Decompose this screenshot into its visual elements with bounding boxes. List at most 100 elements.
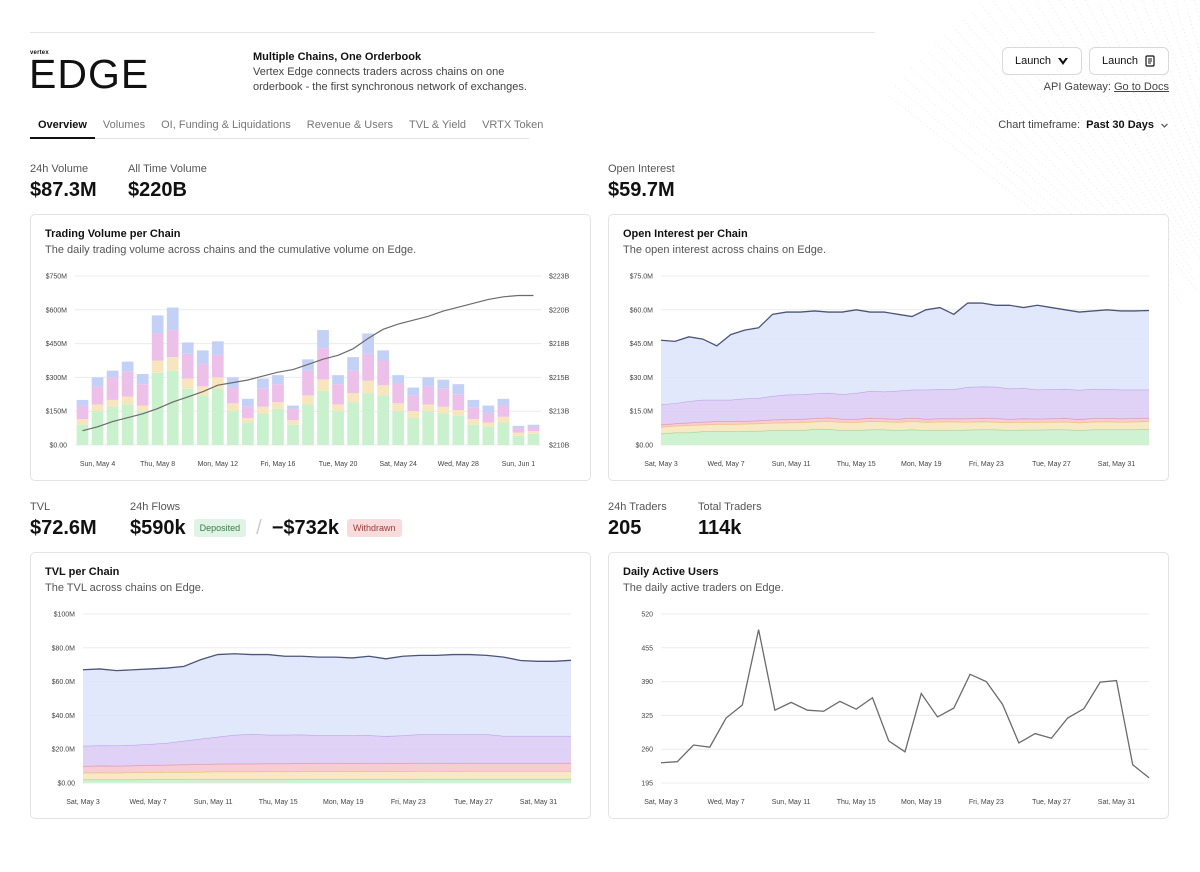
volume-bar-segment (392, 411, 405, 445)
y-tick-label: $0.00 (49, 443, 67, 450)
volume-bar-segment (211, 377, 224, 389)
api-label: API Gateway: (1043, 81, 1111, 93)
decoration-line (1141, 0, 1200, 149)
withdrawn-badge: Withdrawn (347, 519, 402, 537)
tab-tvl-yield[interactable]: TVL & Yield (408, 119, 467, 131)
x-tick-label: Sat, May 31 (1098, 799, 1135, 806)
x-tick-label: Sun, May 11 (194, 799, 233, 806)
y-tick-label: 455 (641, 645, 653, 652)
flows-separator: / (256, 516, 262, 539)
volume-bar-segment (76, 424, 89, 445)
volume-bar-segment (317, 330, 329, 349)
stat-24h-volume: 24h Volume $87.3M (30, 163, 97, 202)
oi-chart[interactable]: $0.00 $15.0M $30.0M $45.0M $60.0M $75.0M Sat, … (609, 215, 1170, 482)
x-tick-label: Sun, May 4 (80, 461, 116, 468)
volume-bar-segment (136, 374, 149, 385)
volume-chart-card: $0.00 $210B $150M $213B $300M $215B $450M $218B… (30, 214, 591, 481)
y-tick-label: $30.0M (630, 375, 654, 382)
volume-bar-segment (181, 342, 194, 354)
chevron-down-icon (1161, 123, 1168, 128)
y-tick-label: $60.0M (630, 307, 654, 314)
volume-bar-segment (527, 426, 540, 432)
y-tick-label: $600M (46, 307, 68, 314)
volume-bar-segment (211, 341, 224, 355)
volume-bar-segment (91, 404, 104, 412)
volume-bar-segment (377, 385, 390, 396)
volume-bar-segment (121, 396, 134, 405)
x-tick-label: Sat, May 3 (644, 799, 678, 806)
volume-bar-segment (332, 384, 344, 405)
volume-bar-segment (392, 383, 405, 404)
x-tick-label: Fri, May 23 (391, 799, 426, 806)
volume-bar-segment (497, 405, 510, 417)
stat-tvl: TVL $72.6M (30, 501, 97, 540)
volume-bar-segment (452, 415, 465, 445)
dau-line (660, 629, 1150, 779)
edge-logo: vertex EDGE (29, 50, 148, 96)
y-tick-label: $15.0M (630, 409, 654, 416)
tab-overview[interactable]: Overview (30, 114, 95, 139)
oi-chart-card: $0.00 $15.0M $30.0M $45.0M $60.0M $75.0M Sat, … (608, 214, 1169, 481)
volume-bar-segment (121, 404, 134, 445)
x-tick-label: Sat, May 31 (520, 799, 557, 806)
x-tick-label: Sat, May 24 (380, 461, 417, 468)
launch-blitz-button[interactable]: Launch (1089, 47, 1169, 75)
area-layer (83, 771, 571, 780)
deposited-value: $590k (130, 517, 186, 539)
tab-vrtx-token[interactable]: VRTX Token (482, 119, 544, 131)
stat-label: TVL (30, 501, 51, 513)
y-right-tick-label: $215B (549, 375, 570, 382)
timeframe-select[interactable]: Past 30 Days (1086, 119, 1169, 131)
area-layer (83, 734, 571, 767)
tagline-body: Vertex Edge connects traders across chai… (253, 66, 527, 93)
y-right-tick-label: $220B (549, 307, 570, 314)
volume-chart[interactable]: $0.00 $210B $150M $213B $300M $215B $450M $218B… (31, 215, 592, 482)
tab-oi-funding[interactable]: OI, Funding & Liquidations (161, 119, 291, 131)
y-tick-label: $20.0M (52, 747, 76, 754)
x-tick-label: Sat, May 31 (1098, 461, 1135, 468)
volume-bar-segment (242, 417, 254, 423)
dau-chart[interactable]: 195 260 325 390 455 520 Sat, May 3 Wed, May 7 Su… (609, 553, 1170, 820)
volume-bar-segment (317, 348, 329, 380)
tvl-chart[interactable]: $0.00 $20.0M $40.0M $60.0M $80.0M $100M Sat, M… (31, 553, 592, 820)
area-layer (661, 386, 1149, 425)
volume-bar-segment (211, 354, 224, 378)
area-layer-line (660, 302, 1150, 347)
volume-bar-segment (347, 357, 359, 371)
x-tick-label: Sat, May 3 (644, 461, 678, 468)
x-tick-label: Sun, May 11 (772, 461, 811, 468)
volume-bar-segment (136, 405, 149, 412)
stat-value: $59.7M (608, 179, 675, 201)
docs-link[interactable]: Go to Docs (1113, 81, 1169, 93)
volume-bar-segment (302, 370, 314, 396)
x-tick-label: Mon, May 19 (901, 799, 942, 806)
volume-bar-segment (437, 379, 450, 389)
volume-bar-segment (287, 408, 299, 421)
withdrawn-value: −$732k (271, 517, 340, 539)
volume-bar-segment (407, 395, 420, 412)
x-tick-label: Tue, May 20 (319, 461, 358, 468)
y-tick-label: $0.00 (57, 781, 75, 788)
top-divider (30, 32, 875, 33)
volume-bar-segment (196, 395, 209, 445)
tab-revenue-users[interactable]: Revenue & Users (306, 119, 393, 131)
volume-bar-segment (302, 404, 314, 445)
timeframe-label: Chart timeframe: (998, 119, 1081, 131)
y-right-tick-label: $210B (549, 443, 570, 450)
volume-bar-segment (287, 420, 299, 425)
volume-bar-segment (272, 384, 284, 403)
area-layer (661, 303, 1149, 405)
decoration-line (961, 17, 1169, 263)
volume-bar-segment (226, 387, 239, 404)
x-tick-label: Fri, May 16 (260, 461, 295, 468)
area-layer (83, 763, 571, 773)
volume-bar-segment (166, 330, 179, 358)
launch-vertex-button[interactable]: Launch (1002, 47, 1082, 75)
volume-bar-segment (91, 411, 104, 445)
decoration-line (1084, 0, 1200, 221)
volume-bar-segment (257, 378, 269, 389)
volume-bar-segment (422, 386, 435, 405)
tab-volumes[interactable]: Volumes (102, 119, 146, 131)
y-tick-label: $80.0M (52, 645, 76, 652)
volume-bar-segment (362, 380, 374, 394)
